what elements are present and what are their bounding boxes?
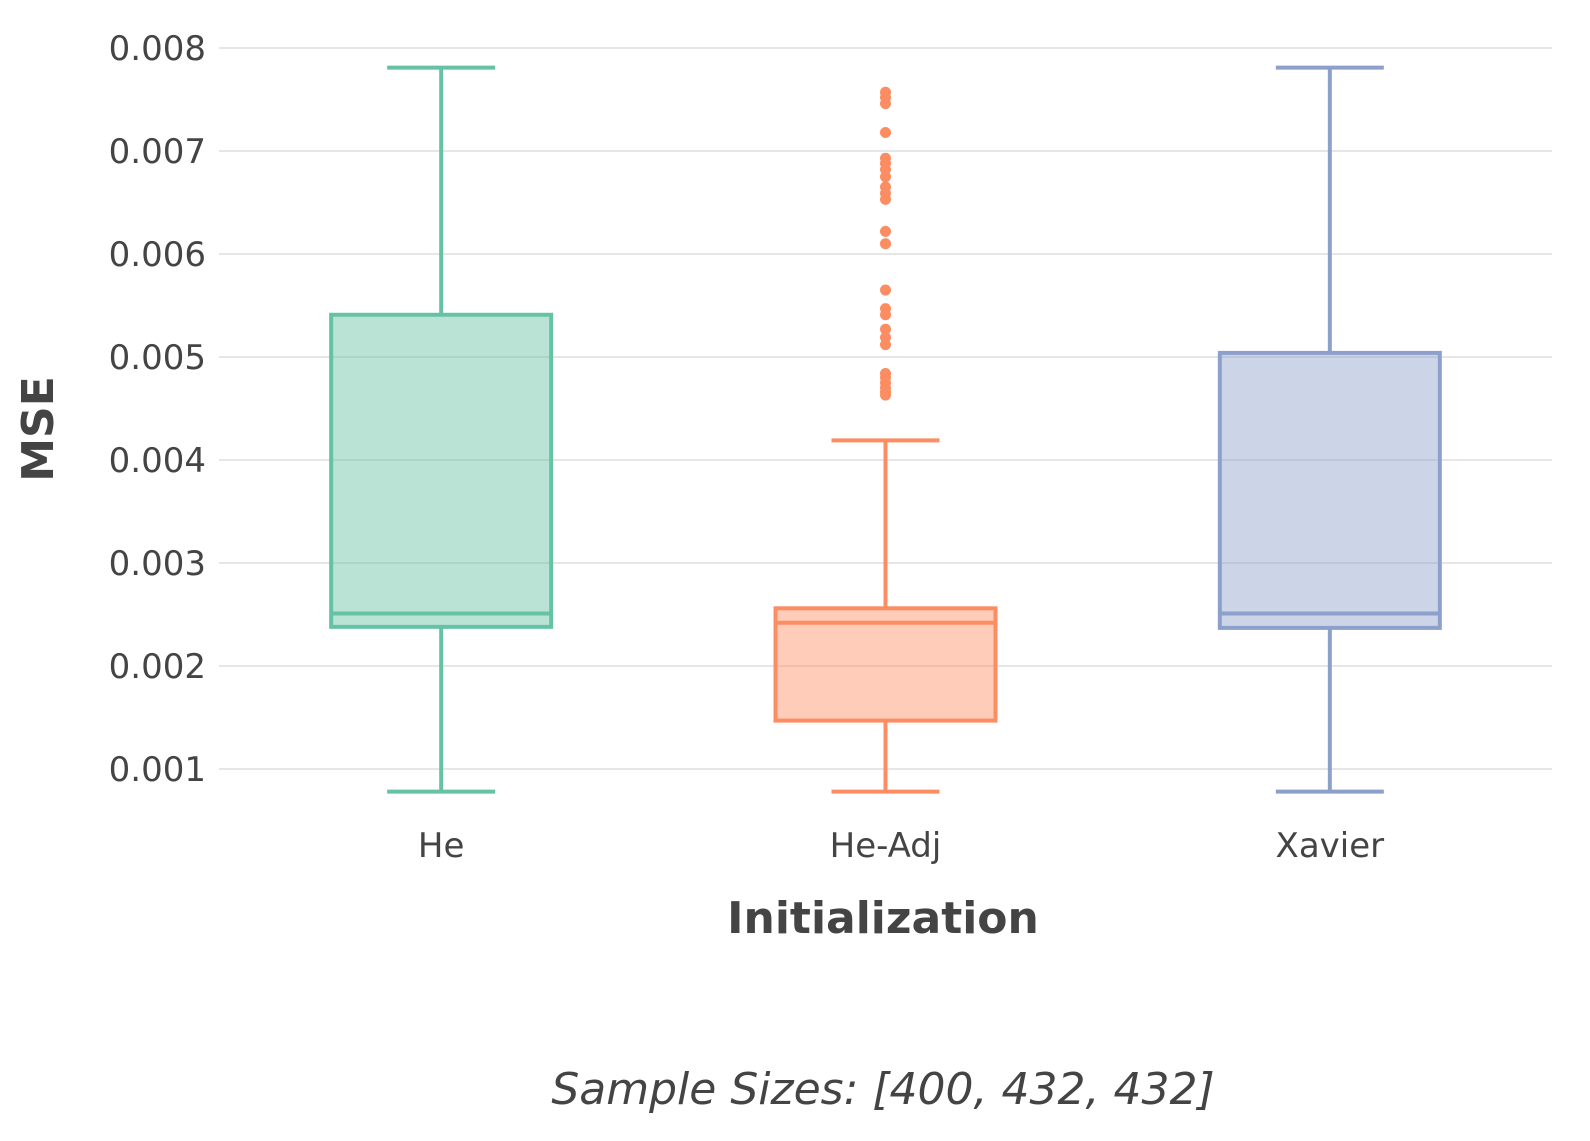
x-axis-ticks: He He-Adj Xavier xyxy=(418,826,1384,866)
outlier-point xyxy=(880,331,891,343)
box-he xyxy=(329,65,554,794)
x-tick-label: He xyxy=(418,826,464,866)
outlier-point xyxy=(880,367,891,379)
y-tick-label: 0.004 xyxy=(109,441,206,481)
iqr-box xyxy=(329,312,554,629)
y-tick-label: 0.005 xyxy=(109,338,206,378)
x-tick-label: He-Adj xyxy=(830,826,942,866)
y-tick-label: 0.001 xyxy=(109,750,206,790)
iqr-box xyxy=(1217,350,1442,630)
outlier-point xyxy=(880,303,891,315)
x-tick-label: Xavier xyxy=(1276,826,1385,866)
x-axis-title: Initialization xyxy=(727,893,1039,944)
y-tick-label: 0.002 xyxy=(109,647,206,687)
outlier-point xyxy=(880,225,891,237)
y-tick-label: 0.008 xyxy=(109,29,206,69)
boxes xyxy=(329,65,1442,794)
outlier-point xyxy=(880,126,891,138)
outlier-point xyxy=(880,284,891,296)
y-tick-label: 0.003 xyxy=(109,544,206,584)
y-axis-ticks: 0.001 0.002 0.003 0.004 0.005 0.006 0.007 0.008 xyxy=(109,29,206,790)
box-xavier xyxy=(1217,65,1442,794)
y-axis-title: MSE xyxy=(13,376,64,482)
outlier-point xyxy=(880,152,891,164)
box-he-adj xyxy=(773,86,998,794)
outlier-point xyxy=(880,323,891,335)
outlier-point xyxy=(880,238,891,250)
sample-sizes-annotation: Sample Sizes: [400, 432, 432] xyxy=(551,1064,1214,1115)
y-tick-label: 0.007 xyxy=(109,132,206,172)
outlier-point xyxy=(880,181,891,193)
outlier-point xyxy=(880,86,891,98)
iqr-box xyxy=(773,606,998,723)
y-tick-label: 0.006 xyxy=(109,235,206,275)
